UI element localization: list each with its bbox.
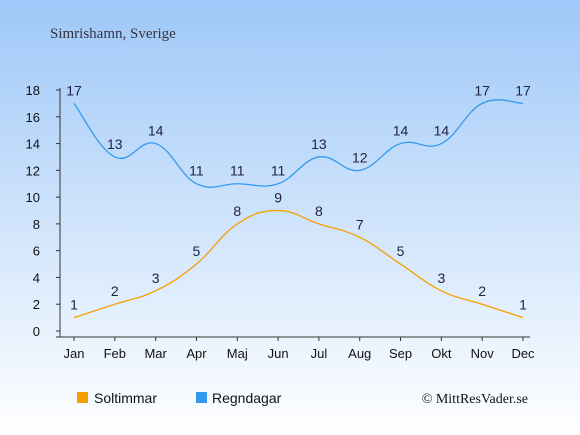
legend: Soltimmar Regndagar (77, 390, 282, 406)
series-line-soltimmar (73, 209, 524, 319)
x-tick-label: Jun (268, 346, 289, 361)
y-tick-label: 14 (26, 137, 40, 152)
data-label-soltimmar: 7 (356, 216, 364, 232)
y-tick-label: 10 (26, 190, 40, 205)
data-label-regndagar: 12 (352, 149, 368, 165)
data-label-soltimmar: 8 (315, 203, 323, 219)
y-tick-label: 12 (26, 163, 40, 178)
data-label-regndagar: 14 (148, 123, 164, 139)
data-label-regndagar: 13 (311, 136, 327, 152)
x-tick-label: Apr (186, 346, 207, 361)
data-label-regndagar: 17 (66, 82, 82, 98)
data-label-regndagar: 17 (515, 82, 531, 98)
data-label-soltimmar: 9 (274, 190, 282, 206)
location-title: Simrishamn, Sverige (50, 26, 176, 42)
x-tick-label: Dec (511, 346, 535, 361)
data-label-regndagar: 11 (189, 163, 204, 179)
y-tick-label: 18 (26, 83, 40, 98)
x-tick-label: Maj (227, 346, 248, 361)
y-tick-label: 6 (33, 244, 40, 259)
x-tick-label: Okt (431, 346, 452, 361)
data-label-regndagar: 14 (434, 123, 450, 139)
data-label-soltimmar: 2 (478, 283, 486, 299)
legend-swatch-soltimmar (77, 392, 88, 403)
legend-label-soltimmar: Soltimmar (94, 390, 157, 406)
legend-label-regndagar: Regndagar (212, 390, 282, 406)
x-tick-label: Nov (471, 346, 495, 361)
data-label-regndagar: 11 (271, 163, 286, 179)
data-label-soltimmar: 2 (111, 283, 119, 299)
data-label-soltimmar: 3 (437, 270, 445, 286)
data-label-soltimmar: 3 (152, 270, 160, 286)
y-tick-label: 16 (26, 110, 40, 125)
data-label-soltimmar: 5 (397, 243, 405, 259)
legend-swatch-regndagar (196, 392, 207, 403)
y-tick-label: 2 (33, 297, 40, 312)
data-label-regndagar: 13 (107, 136, 123, 152)
x-tick-label: Feb (104, 346, 126, 361)
x-tick-label: Sep (389, 346, 412, 361)
data-label-soltimmar: 1 (519, 297, 527, 313)
data-label-soltimmar: 8 (233, 203, 241, 219)
y-tick-label: 4 (33, 270, 40, 285)
watermark: © MittResVader.se (422, 392, 528, 407)
data-label-regndagar: 17 (474, 82, 490, 98)
x-tick-label: Aug (348, 346, 371, 361)
x-tick-label: Mar (144, 346, 167, 361)
series-lines (73, 99, 524, 319)
x-tick-label: Jan (64, 346, 85, 361)
data-label-soltimmar: 5 (193, 243, 201, 259)
y-tick-label: 8 (33, 217, 40, 232)
data-label-regndagar: 11 (230, 163, 245, 179)
data-label-regndagar: 14 (393, 123, 409, 139)
series-line-regndagar (73, 99, 524, 188)
data-label-soltimmar: 1 (70, 297, 78, 313)
x-tick-label: Jul (311, 346, 328, 361)
y-tick-label: 0 (33, 324, 40, 339)
